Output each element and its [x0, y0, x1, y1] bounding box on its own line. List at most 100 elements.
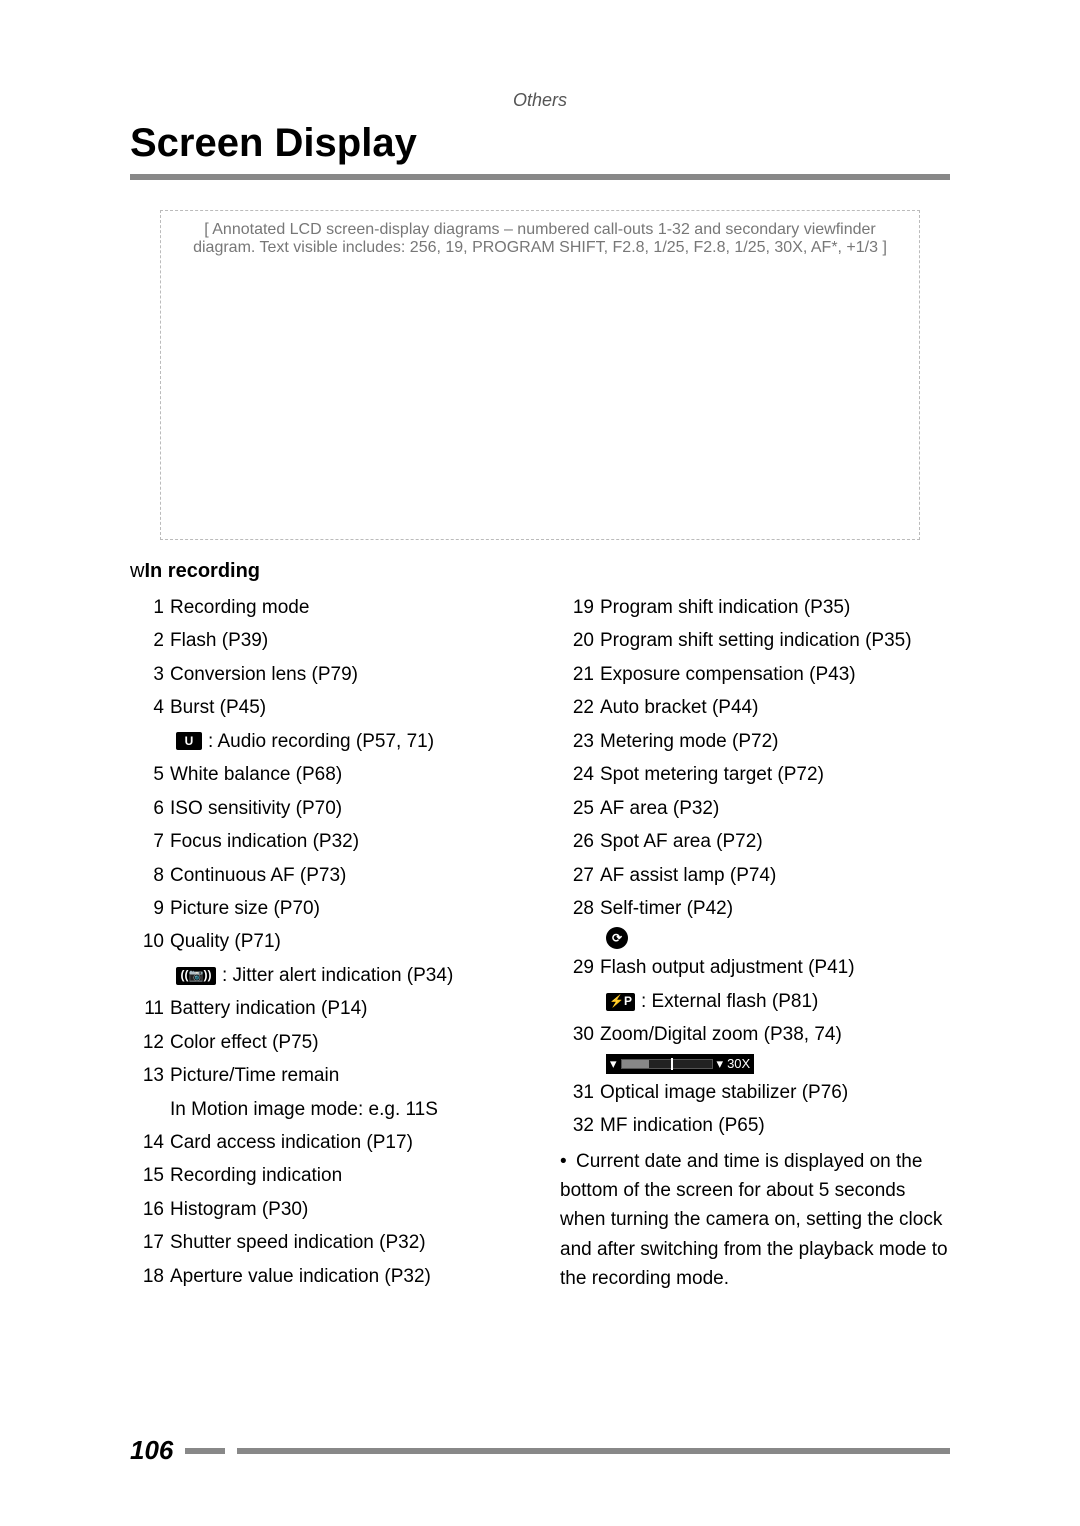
legend-item-number: 19: [560, 593, 600, 622]
section-heading: wIn recording: [130, 560, 950, 583]
legend-item-number: 23: [560, 727, 600, 756]
manual-page: Others Screen Display [ Annotated LCD sc…: [0, 0, 1080, 1526]
legend-item-text: Metering mode (P72): [600, 727, 950, 756]
legend-item-text: ISO sensitivity (P70): [170, 794, 520, 823]
section-heading-text: In recording: [144, 560, 260, 582]
legend-item-text: AF assist lamp (P74): [600, 861, 950, 890]
legend-item-text: Battery indication (P14): [170, 994, 520, 1023]
self-timer-icon: ⟳: [606, 927, 628, 949]
legend-item-text: Quality (P71): [170, 927, 520, 956]
legend-item-number: 12: [130, 1028, 170, 1057]
legend-item-continuation: In Motion image mode: e.g. 11S: [130, 1095, 520, 1124]
legend-item: 22Auto bracket (P44): [560, 693, 950, 722]
legend-item-number: 25: [560, 794, 600, 823]
legend-item-text: Histogram (P30): [170, 1195, 520, 1224]
legend-item: 15Recording indication: [130, 1161, 520, 1190]
legend-item: 29Flash output adjustment (P41): [560, 953, 950, 982]
legend-columns: 1Recording mode2Flash (P39)3Conversion l…: [130, 593, 950, 1295]
jitter-alert-icon: ((📷)): [176, 967, 216, 985]
legend-item-text: Flash (P39): [170, 626, 520, 655]
legend-item-number: 18: [130, 1262, 170, 1291]
legend-item-text: Conversion lens (P79): [170, 660, 520, 689]
legend-item-number: 26: [560, 827, 600, 856]
legend-subitem-text: : Jitter alert indication (P34): [222, 961, 453, 990]
legend-item: 1Recording mode: [130, 593, 520, 622]
legend-item-text: MF indication (P65): [600, 1111, 950, 1140]
legend-item: 27AF assist lamp (P74): [560, 861, 950, 890]
page-title: Screen Display: [130, 121, 950, 166]
legend-item-number: 15: [130, 1161, 170, 1190]
legend-item: 12Color effect (P75): [130, 1028, 520, 1057]
page-number: 106: [130, 1435, 173, 1466]
legend-item: 16Histogram (P30): [130, 1195, 520, 1224]
legend-item-text: Picture/Time remain: [170, 1061, 520, 1090]
section-breadcrumb: Others: [130, 90, 950, 111]
legend-subitem: ((📷)) : Jitter alert indication (P34): [176, 961, 520, 990]
legend-item: 6ISO sensitivity (P70): [130, 794, 520, 823]
page-footer: 106: [130, 1435, 950, 1466]
legend-item-text: Self-timer (P42): [600, 894, 950, 923]
legend-item-number: 27: [560, 861, 600, 890]
legend-item: 4Burst (P45): [130, 693, 520, 722]
legend-item-text: White balance (P68): [170, 760, 520, 789]
legend-item-number: 3: [130, 660, 170, 689]
legend-subitem-text: : External flash (P81): [641, 987, 818, 1016]
legend-column-left: 1Recording mode2Flash (P39)3Conversion l…: [130, 593, 520, 1295]
legend-item: 10Quality (P71): [130, 927, 520, 956]
legend-item: 26Spot AF area (P72): [560, 827, 950, 856]
legend-item-number: 30: [560, 1020, 600, 1049]
legend-item: 25AF area (P32): [560, 794, 950, 823]
legend-item-text: Optical image stabilizer (P76): [600, 1078, 950, 1107]
legend-item-text: Card access indication (P17): [170, 1128, 520, 1157]
legend-item-text: Program shift indication (P35): [600, 593, 950, 622]
legend-item-text: Auto bracket (P44): [600, 693, 950, 722]
legend-item-text: Continuous AF (P73): [170, 861, 520, 890]
legend-item-text: In Motion image mode: e.g. 11S: [170, 1095, 520, 1124]
legend-item: 19Program shift indication (P35): [560, 593, 950, 622]
legend-item-number: 1: [130, 593, 170, 622]
legend-item: 30Zoom/Digital zoom (P38, 74): [560, 1020, 950, 1049]
legend-item-text: Shutter speed indication (P32): [170, 1228, 520, 1257]
legend-item: 23Metering mode (P72): [560, 727, 950, 756]
legend-item: 21Exposure compensation (P43): [560, 660, 950, 689]
footer-rule-short: [185, 1448, 225, 1454]
footnote-text: Current date and time is displayed on th…: [560, 1151, 948, 1290]
title-rule: [130, 174, 950, 180]
legend-item-text: Spot metering target (P72): [600, 760, 950, 789]
legend-item-text: Exposure compensation (P43): [600, 660, 950, 689]
legend-item-number: 2: [130, 626, 170, 655]
legend-subitem-text: : Audio recording (P57, 71): [208, 727, 434, 756]
legend-item-number: 31: [560, 1078, 600, 1107]
section-heading-prefix: w: [130, 560, 144, 582]
zoom-bar-icon: ▾▾30X: [606, 1054, 754, 1074]
legend-item-text: Spot AF area (P72): [600, 827, 950, 856]
legend-item-text: AF area (P32): [600, 794, 950, 823]
legend-item-number: 7: [130, 827, 170, 856]
legend-item-text: Recording mode: [170, 593, 520, 622]
legend-item-text: Zoom/Digital zoom (P38, 74): [600, 1020, 950, 1049]
legend-subitem: ⟳: [606, 927, 950, 949]
legend-item-text: Focus indication (P32): [170, 827, 520, 856]
legend-item-number: 13: [130, 1061, 170, 1090]
legend-item: 2Flash (P39): [130, 626, 520, 655]
legend-item: 3Conversion lens (P79): [130, 660, 520, 689]
footer-rule-long: [237, 1448, 950, 1454]
legend-item: 32MF indication (P65): [560, 1111, 950, 1140]
legend-subitem: ⚡P: External flash (P81): [606, 987, 950, 1016]
screen-display-diagram: [ Annotated LCD screen-display diagrams …: [160, 210, 920, 540]
legend-item-number: 16: [130, 1195, 170, 1224]
legend-item: 20Program shift setting indication (P35): [560, 626, 950, 655]
legend-item: 24Spot metering target (P72): [560, 760, 950, 789]
footnote: •Current date and time is displayed on t…: [560, 1147, 950, 1294]
legend-item-text: Flash output adjustment (P41): [600, 953, 950, 982]
legend-item-number: 22: [560, 693, 600, 722]
legend-item-number: 24: [560, 760, 600, 789]
legend-item-number: 14: [130, 1128, 170, 1157]
legend-item-text: Color effect (P75): [170, 1028, 520, 1057]
legend-subitem: ▾▾30X: [606, 1054, 950, 1074]
legend-item: 7Focus indication (P32): [130, 827, 520, 856]
legend-item-number: 9: [130, 894, 170, 923]
legend-item: 13Picture/Time remain: [130, 1061, 520, 1090]
legend-item: 11Battery indication (P14): [130, 994, 520, 1023]
legend-item: 14Card access indication (P17): [130, 1128, 520, 1157]
